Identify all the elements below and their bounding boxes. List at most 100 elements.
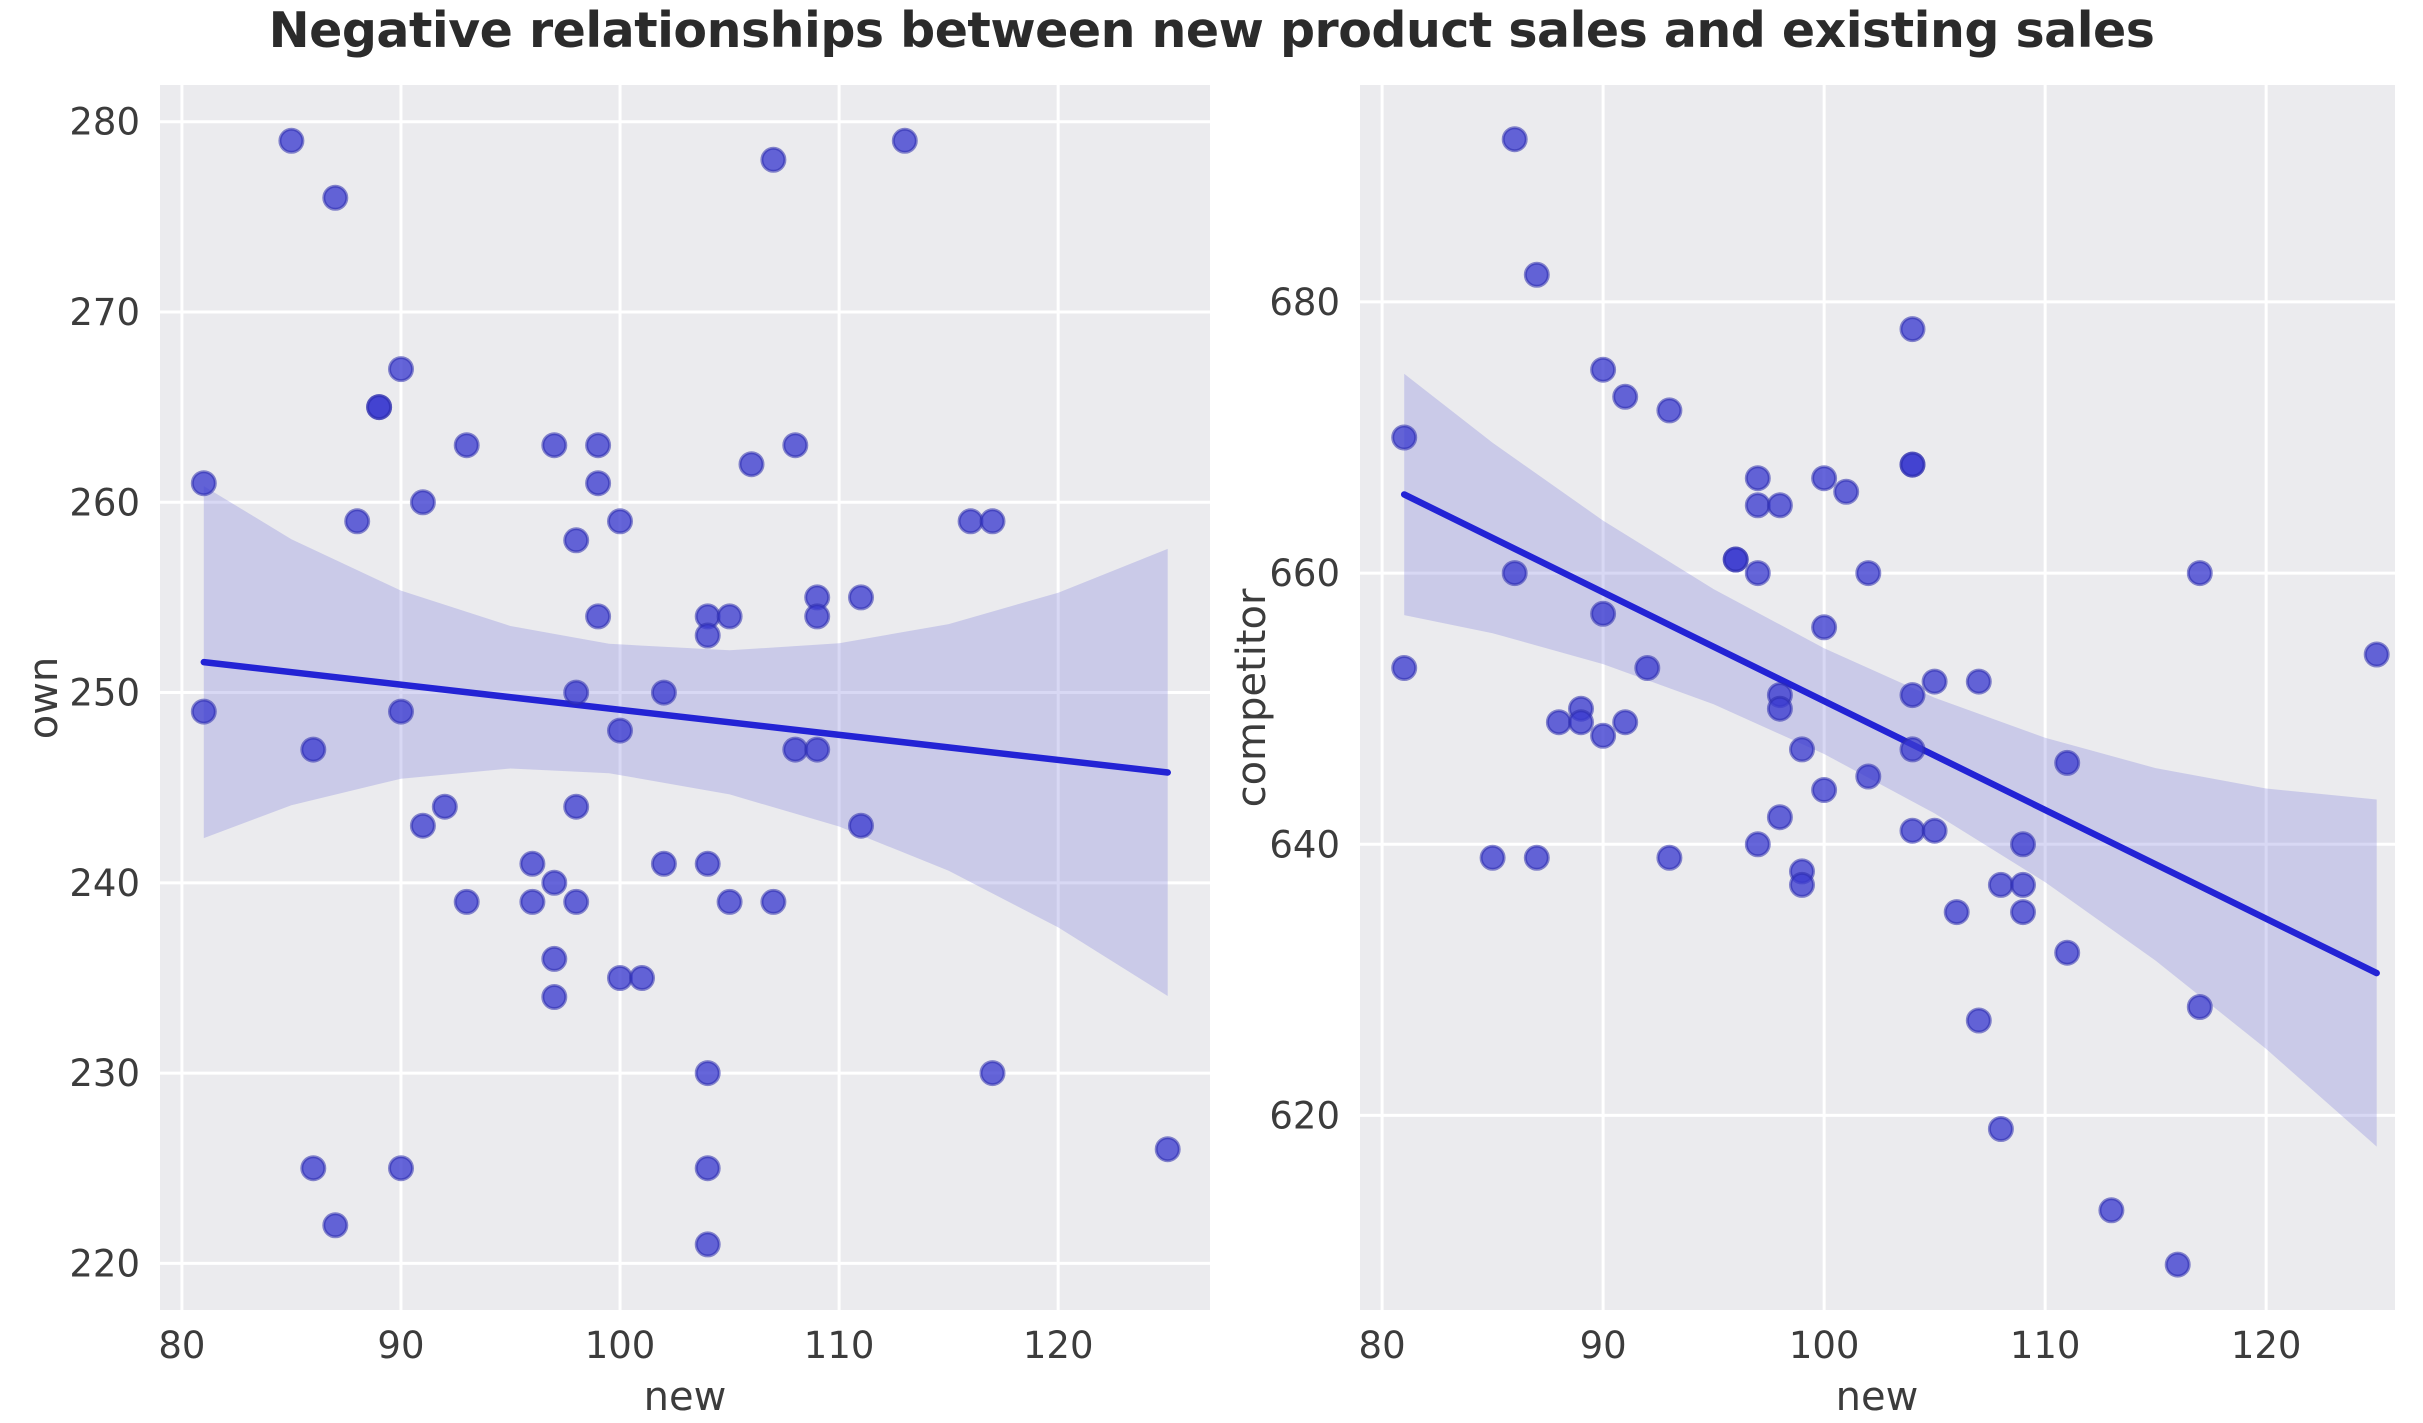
regression-line [1400,491,2380,977]
x-tick-label: 80 [1359,1324,1406,1367]
left-plot: 80 90 100 110 120 220 230 240 250 260 270 280 [69,85,1210,1367]
scatter-point [760,146,787,173]
scatter-point [300,736,327,763]
scatter-point [1523,261,1550,288]
scatter-point [1833,478,1860,505]
scatter-point [1899,451,1926,478]
scatter-point [322,1212,349,1239]
y-tick-label: 660 [1269,552,1340,595]
scatter-point [1899,682,1926,709]
scatter-point [585,432,612,459]
right-plot: 80 90 100 110 120 620 640 660 680 [1269,85,2395,1367]
scatter-point [585,603,612,630]
scatter-point [1545,709,1572,736]
x-tick-label: 90 [377,1324,424,1367]
scatter-point [1154,1136,1181,1163]
scatter-point [694,850,721,877]
x-tick-label: 90 [1580,1324,1627,1367]
scatter-point [979,1060,1006,1087]
scatter-point [2010,899,2036,926]
scatter-point [1789,736,1815,763]
scatter-point [782,432,809,459]
y-axis-label-own: own [21,656,67,740]
scatter-point [1899,736,1926,763]
y-tick-label: 620 [1269,1094,1340,1137]
scatter-point [453,432,480,459]
scatter-point [541,945,568,972]
scatter-point [760,888,787,915]
scatter-point [344,508,371,535]
scatter-point [300,1155,327,1182]
scatter-point [1391,424,1418,451]
scatter-point [848,584,874,611]
scatter-point [1789,871,1815,898]
scatter-point [1590,722,1617,749]
scatter-point [1656,397,1683,424]
scatter-point [563,679,590,706]
scatter-point [607,965,633,991]
scatter-point [2186,560,2213,587]
scatter-point [1391,655,1418,681]
x-tick-label: 120 [2231,1324,2302,1367]
scatter-point [1987,871,2014,898]
scatter-point [190,698,217,725]
scatter-point [541,432,568,459]
scatter-point [453,888,480,915]
y-tick-label: 680 [1269,281,1340,324]
scatter-point [431,793,458,820]
plot-background [1360,85,2395,1310]
x-axis-label-right: new [1835,1374,1919,1420]
scatter-point [1501,126,1528,153]
scatter-point [694,1060,721,1087]
scatter-point [388,1155,414,1182]
scatter-point [1811,465,1838,492]
scatter-point [1744,560,1771,587]
scatter-point [1523,844,1550,871]
scatter-point [1965,668,1992,695]
scatter-point [2010,831,2036,858]
scatter-point [738,451,765,478]
scatter-point [2010,871,2036,898]
scatter-point [2164,1251,2191,1278]
y-tick-label: 640 [1269,823,1340,866]
scatter-point [563,888,590,915]
confidence-band [203,486,1168,996]
scatter-point [2186,994,2213,1020]
x-tick-label: 100 [1789,1324,1860,1367]
x-axis-label-left: new [643,1374,727,1420]
scatter-point [1501,560,1528,587]
scatter-point [957,508,984,535]
scatter-point [1590,356,1617,383]
plot-background [160,85,1210,1310]
y-tick-label: 240 [69,862,140,905]
scatter-point [804,736,831,763]
scatter-point [409,489,436,516]
scatter-point [563,793,590,820]
scatter-point [1766,804,1793,831]
x-tick-label: 80 [158,1324,205,1367]
scatter-point [2363,641,2390,668]
scatter-point [1921,668,1948,695]
scatter-point [541,869,568,896]
scatter-point [2054,939,2081,966]
scatter-point [1612,709,1639,736]
scatter-point [388,698,414,725]
scatter-point [366,394,393,421]
scatter-point [607,717,633,744]
y-axis-label-competitor: competitor [1229,588,1275,808]
scatter-point [1899,817,1926,844]
scatter-point [278,127,305,154]
scatter-point [1965,1007,1992,1034]
scatter-point [848,812,874,839]
scatter-point [1479,844,1506,871]
scatter-point [1568,709,1594,736]
scatter-point [1744,831,1771,858]
y-tick-label: 220 [69,1242,140,1285]
x-tick-label: 110 [2010,1324,2081,1367]
y-tick-label: 280 [69,101,140,144]
scatter-point [1590,600,1617,627]
scatter-point [782,736,809,763]
scatter-point [1899,316,1926,343]
scatter-point [1855,763,1882,790]
